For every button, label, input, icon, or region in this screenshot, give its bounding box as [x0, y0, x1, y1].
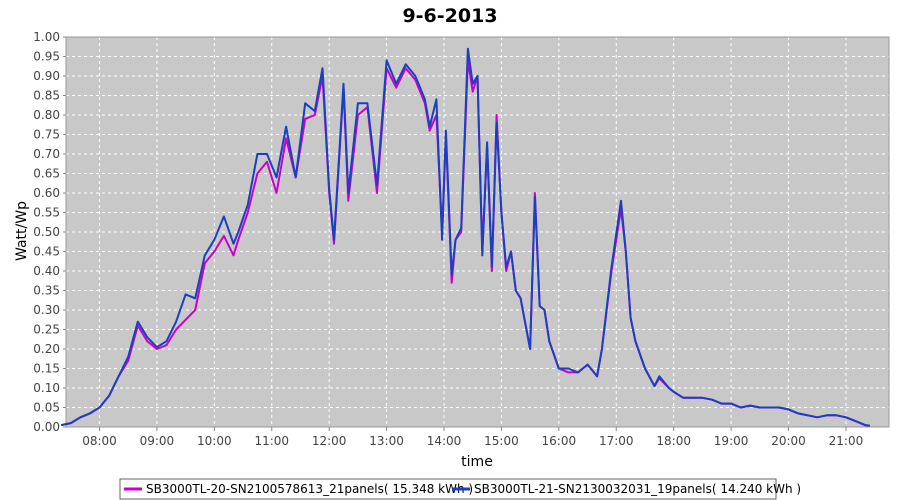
- y-tick-label: 0.65: [33, 167, 60, 181]
- x-tick-label: 09:00: [140, 434, 175, 448]
- legend-box: [119, 478, 777, 500]
- series-lines: [60, 47, 871, 427]
- plot-frame: [65, 36, 890, 428]
- chart-title: 9-6-2013: [402, 5, 497, 27]
- series-line-2: [60, 47, 871, 427]
- y-tick-label: 0.25: [33, 323, 60, 337]
- x-tick-label: 14:00: [427, 434, 462, 448]
- x-tick-label: 20:00: [771, 434, 806, 448]
- legend-label-2: SB3000TL-21-SN2130032031_19panels( 14.24…: [474, 482, 801, 496]
- y-tick-label: 0.35: [33, 284, 60, 298]
- x-tick-label: 17:00: [599, 434, 634, 448]
- y-tick-label: 0.60: [33, 186, 60, 200]
- y-tick-label: 0.85: [33, 89, 60, 103]
- x-tick-label: 21:00: [829, 434, 864, 448]
- y-tick-label: 0.50: [33, 225, 60, 239]
- y-tick-label: 0.05: [33, 401, 60, 415]
- y-tick-label: 0.15: [33, 362, 60, 376]
- y-axis-label: Watt/Wp: [14, 201, 30, 261]
- y-tick-label: 0.10: [33, 381, 60, 395]
- x-tick-label: 19:00: [714, 434, 749, 448]
- y-tick-label: 0.20: [33, 342, 60, 356]
- axis-ticks: 0.00 0.05 0.10 0.15 0.20 0.25 0.30 0.35 0.40 0.45…: [33, 30, 890, 448]
- y-tick-label: 0.45: [33, 245, 60, 259]
- y-tick-label: 0.80: [33, 108, 60, 122]
- x-tick-label: 10:00: [197, 434, 232, 448]
- y-tick-label: 0.55: [33, 206, 60, 220]
- y-tick-label: 0.00: [33, 420, 60, 434]
- x-tick-label: 08:00: [82, 434, 117, 448]
- x-tick-label: 11:00: [254, 434, 289, 448]
- legend: SB3000TL-20-SN2100578613_21panels( 15.34…: [119, 478, 801, 500]
- y-tick-label: 0.95: [33, 50, 60, 64]
- x-tick-label: 15:00: [484, 434, 519, 448]
- x-tick-label: 12:00: [312, 434, 347, 448]
- x-tick-label: 18:00: [656, 434, 691, 448]
- legend-label-1: SB3000TL-20-SN2100578613_21panels( 15.34…: [146, 482, 473, 496]
- x-tick-label: 13:00: [369, 434, 404, 448]
- x-tick-label: 16:00: [542, 434, 577, 448]
- y-tick-label: 0.30: [33, 303, 60, 317]
- y-tick-label: 0.75: [33, 128, 60, 142]
- y-tick-label: 1.00: [33, 30, 60, 44]
- y-tick-label: 0.70: [33, 147, 60, 161]
- y-tick-label: 0.40: [33, 264, 60, 278]
- x-axis-label: time: [461, 454, 493, 470]
- y-tick-label: 0.90: [33, 69, 60, 83]
